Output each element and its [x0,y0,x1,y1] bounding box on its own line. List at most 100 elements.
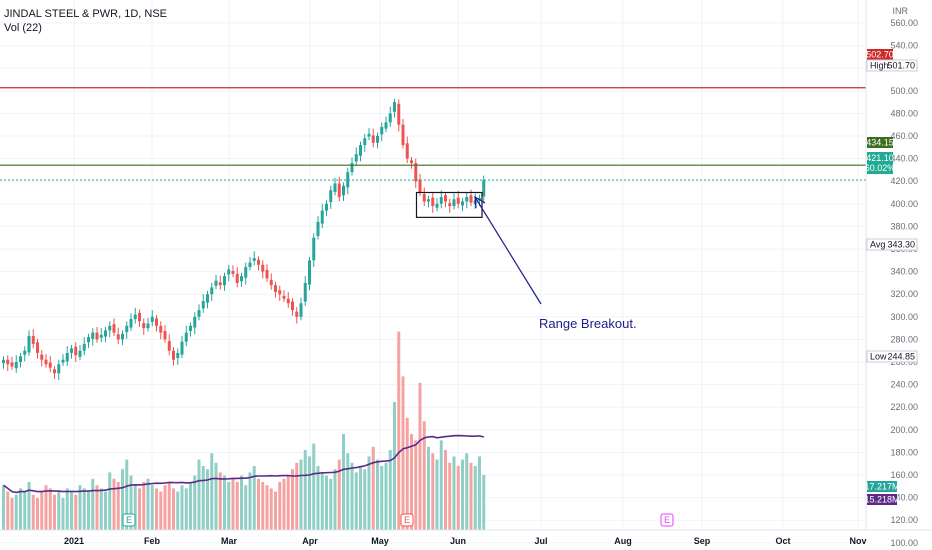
volume-tag: 17.217M [864,481,900,492]
candle [384,122,388,129]
candle [44,359,48,365]
volume-bar [167,482,171,530]
candle [214,280,218,286]
candle [299,303,303,317]
price-tick-label: 480.00 [890,108,918,118]
time-tick-label: Nov [849,536,866,546]
volume-bar [308,456,311,530]
candle [414,163,418,182]
candle [401,124,405,146]
volume-bar [146,478,150,530]
candle [210,287,214,295]
candle [269,280,273,286]
volume-bar [116,482,120,530]
volume-bar [414,440,418,530]
volume-bar [104,491,107,530]
earnings-marker[interactable]: E [400,513,414,527]
volume-bar [14,494,18,530]
volume-bar [286,475,290,530]
volume-bar [354,472,358,530]
candle [108,325,112,331]
range-box[interactable] [415,191,483,218]
candle [329,190,333,203]
candle [193,316,197,328]
candle [342,185,345,196]
time-tick-label: Sep [694,536,711,546]
time-axis[interactable]: 2021 Feb Mar Apr May Jun Jul Aug Sep Oct Nov [0,529,932,546]
earnings-marker[interactable]: E [660,513,674,527]
candle [61,359,65,363]
volume-bar [138,488,141,530]
candle [116,334,120,340]
candle [308,260,311,285]
candle [240,276,243,282]
volume-bar [108,472,112,530]
volume-bar [27,482,31,530]
volume-bar [240,475,243,530]
volume-bar [206,469,209,530]
volume-bar [380,466,384,530]
candle [380,126,384,135]
annotation-arrow[interactable] [474,196,542,305]
annotation-text[interactable]: Range Breakout. [539,316,637,331]
candle [70,348,73,353]
volume-bar [129,475,133,530]
candle [418,179,422,193]
volume-bar [342,434,345,530]
current-price-tag: 421.10 60.02% [865,152,895,174]
svg-text:421.10: 421.10 [866,153,894,163]
time-tick-label: Jul [534,536,547,546]
volume-bar [431,453,435,530]
volume-bar [384,462,388,530]
volume-bar [214,462,218,530]
volume-bar [2,485,5,530]
volume-bar [329,478,333,530]
candle [53,369,56,374]
candle [286,298,290,304]
candle [282,295,286,299]
avg-marker: Avg 343.30 [866,238,918,251]
candle [431,197,435,207]
candle [48,362,52,368]
candle [320,210,324,224]
volume-bar [193,475,197,530]
candle [78,350,82,357]
volume-bar [439,440,443,530]
price-tick-label: 240.00 [890,380,918,390]
volume-bar [31,494,35,530]
volume-bar [95,485,99,530]
candle [40,354,44,360]
volume-bar [155,488,158,530]
price-tick-label: 340.00 [890,267,918,277]
candle [189,325,192,331]
candle [252,258,256,261]
volume-bars [2,331,486,530]
candle [231,271,235,274]
volume-indicator-label[interactable]: Vol (22) [4,22,42,34]
volume-bar [74,494,78,530]
candle [376,136,379,143]
volume-bar [172,488,175,530]
candle [180,341,184,355]
volume-bar [265,485,269,530]
candle [333,183,337,192]
volume-bar [189,482,192,530]
volume-bar [201,466,205,530]
earnings-marker[interactable]: E [122,513,136,527]
candle [427,199,430,202]
symbol-title[interactable]: JINDAL STEEL & PWR, 1D, NSE [4,8,168,20]
price-axis[interactable]: 560.00540.00520.00500.00480.00460.00440.… [865,0,918,548]
candle [129,319,133,328]
volume-bar [180,485,184,530]
candle [337,183,341,198]
volume-bar [367,456,371,530]
svg-text:E: E [664,515,670,525]
candle [95,332,99,340]
svg-text:502.70: 502.70 [866,50,894,60]
volume-bar [248,472,252,530]
high-price-tag: 502.70 [866,49,894,60]
volume-bar [99,488,103,530]
candle [197,310,201,317]
candle [439,197,443,204]
